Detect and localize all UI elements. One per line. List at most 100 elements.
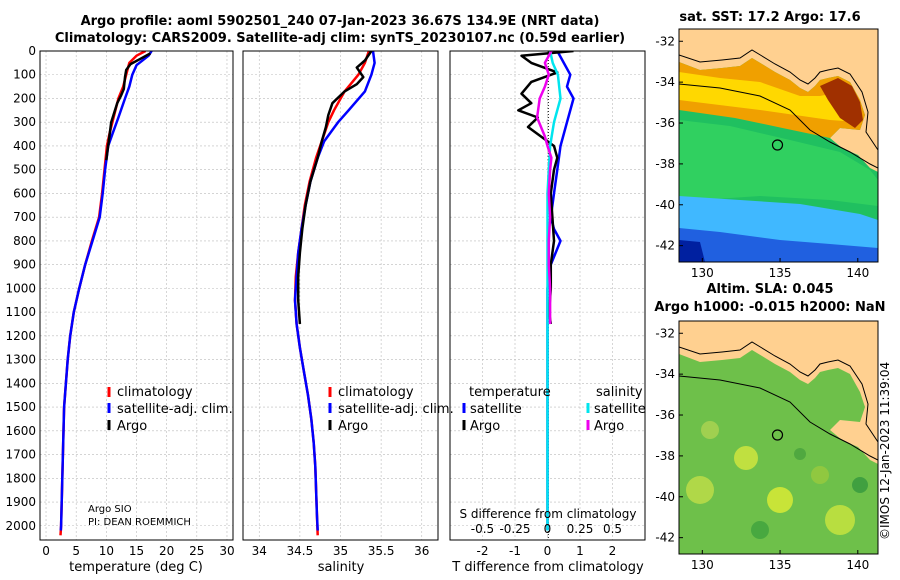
salinity-tick-labels: 34 34.5 35 35.5 36 [252, 544, 430, 558]
map-lon-label: 130 [691, 558, 714, 572]
salinity-grid [243, 50, 438, 540]
salinity-panel: 34 34.5 35 35.5 36 salinity climatology sate… [242, 50, 454, 575]
depth-tick-labels: 0 100 200 300 400 500 600 700 800 900 1000 1100 1200… [5, 44, 36, 533]
depth-tick-label: 2000 [5, 519, 36, 533]
sla-ocean [679, 350, 878, 554]
series-line [105, 52, 151, 161]
temperature-lines [59, 51, 153, 536]
depth-tick-label: 400 [13, 139, 36, 153]
series-line [59, 51, 153, 531]
legend-temp-satellite: satellite [470, 402, 522, 417]
x-tick-label: 30 [219, 544, 234, 558]
sla-eddy [734, 446, 758, 470]
map-lat-label: -42 [655, 531, 675, 545]
temperature-axis-label: temperature (deg C) [69, 560, 203, 575]
x-tick-label: 35.5 [368, 544, 395, 558]
depth-tick-label: 1800 [5, 471, 36, 485]
s-difference-axis-label: S difference from climatology [460, 507, 637, 521]
series-line [293, 51, 371, 536]
sst-map-title: sat. SST: 17.2 Argo: 17.6 [679, 10, 861, 25]
map-lat-label: -34 [655, 367, 675, 381]
x-tick-label: 2 [609, 544, 617, 558]
map-lon-label: 130 [691, 266, 714, 280]
temperature-panel: 0100200300400500600700800900100011001200… [5, 44, 234, 575]
sla-map-frame [678, 320, 879, 555]
sla-eddy [686, 476, 714, 504]
temperature-tick-labels: 0 5 10 15 20 25 30 [42, 544, 234, 558]
depth-tick-label: 1600 [5, 424, 36, 438]
depth-tick-label: 800 [13, 234, 36, 248]
x-tick-label: 20 [159, 544, 174, 558]
sla-map-title-1: Altim. SLA: 0.045 [706, 282, 834, 297]
depth-tick-label: 900 [13, 258, 36, 272]
s-difference-tick-labels: -0.5 -0.25 0 0.25 0.5 [471, 522, 622, 536]
map-lon-label: 135 [769, 558, 792, 572]
title-line-2: Climatology: CARS2009. Satellite-adj cli… [54, 31, 626, 46]
legend-climatology-2: climatology [338, 385, 414, 400]
series-line [535, 51, 553, 324]
t-difference-tick-labels: -2 -1 0 1 2 [477, 544, 617, 558]
sst-shelf-contour [679, 83, 878, 169]
sla-shelf-contour [679, 375, 878, 461]
difference-lines [517, 51, 575, 531]
legend-sal-satellite: satellite [594, 402, 646, 417]
x-tick-label: 35 [333, 544, 348, 558]
depth-tick-label: 1700 [5, 448, 36, 462]
depth-tick-label: 1300 [5, 353, 36, 367]
map-lat-label: -34 [655, 75, 675, 89]
x-tick-label: 0 [42, 544, 50, 558]
depth-tick-label: 700 [13, 210, 36, 224]
map-lat-label: -40 [655, 198, 675, 212]
series-line [546, 51, 562, 531]
depth-tick-label: 1100 [5, 305, 36, 319]
difference-panel: -2 -1 0 1 2 -0.5 -0.25 0 0.25 0.5 S difference f… [449, 50, 646, 575]
depth-tick-label: 100 [13, 68, 36, 82]
info-operator: Argo SIO [88, 504, 132, 515]
depth-tick-label: 600 [13, 186, 36, 200]
sla-float-marker [771, 429, 784, 441]
sst-coastline [679, 49, 878, 151]
sla-coastline [679, 341, 878, 443]
info-pi: PI: DEAN ROEMMICH [88, 517, 191, 528]
legend-satellite-clim-2: satellite-adj. clim. [338, 402, 454, 417]
legend-argo: Argo [117, 419, 147, 434]
sst-cold-band [679, 228, 878, 262]
top-tick-label: 0 [544, 522, 552, 536]
top-tick-label: -0.25 [499, 522, 530, 536]
depth-tick-label: 1400 [5, 376, 36, 390]
map-lat-label: -40 [655, 490, 675, 504]
depth-tick-label: 500 [13, 163, 36, 177]
top-tick-label: -0.5 [471, 522, 494, 536]
x-tick-label: 36 [414, 544, 429, 558]
depth-tick-label: 200 [13, 91, 36, 105]
map-lat-label: -42 [655, 239, 675, 253]
map-lat-label: -32 [655, 326, 675, 340]
difference-frame [449, 50, 646, 541]
sla-eddy [794, 448, 806, 460]
x-tick-label: 10 [99, 544, 114, 558]
temperature-grid [40, 50, 233, 540]
salinity-axis-label: salinity [318, 560, 365, 575]
timestamp-stamp: ©IMOS 12-Jan-2023 11:39:04 [878, 361, 892, 540]
sst-map-frame [678, 28, 879, 263]
x-tick-label: 25 [189, 544, 204, 558]
x-tick-label: -1 [509, 544, 521, 558]
sst-coldest-patch [679, 240, 705, 262]
x-tick-label: 5 [72, 544, 80, 558]
legend-satellite-clim: satellite-adj. clim. [117, 402, 233, 417]
map-lat-label: -32 [655, 34, 675, 48]
depth-tick-label: 1500 [5, 400, 36, 414]
legend-temp-argo: Argo [470, 419, 500, 434]
series-line [296, 51, 373, 325]
sst-shelf-band [679, 72, 858, 122]
series-line [293, 51, 376, 531]
depth-tick-label: 300 [13, 115, 36, 129]
top-tick-label: 0.25 [567, 522, 594, 536]
x-tick-label: 34 [252, 544, 267, 558]
x-tick-label: 34.5 [287, 544, 314, 558]
map-lat-label: -36 [655, 408, 675, 422]
x-tick-label: -2 [477, 544, 489, 558]
sla-eddy [811, 466, 829, 484]
sst-mid-band [679, 120, 878, 206]
